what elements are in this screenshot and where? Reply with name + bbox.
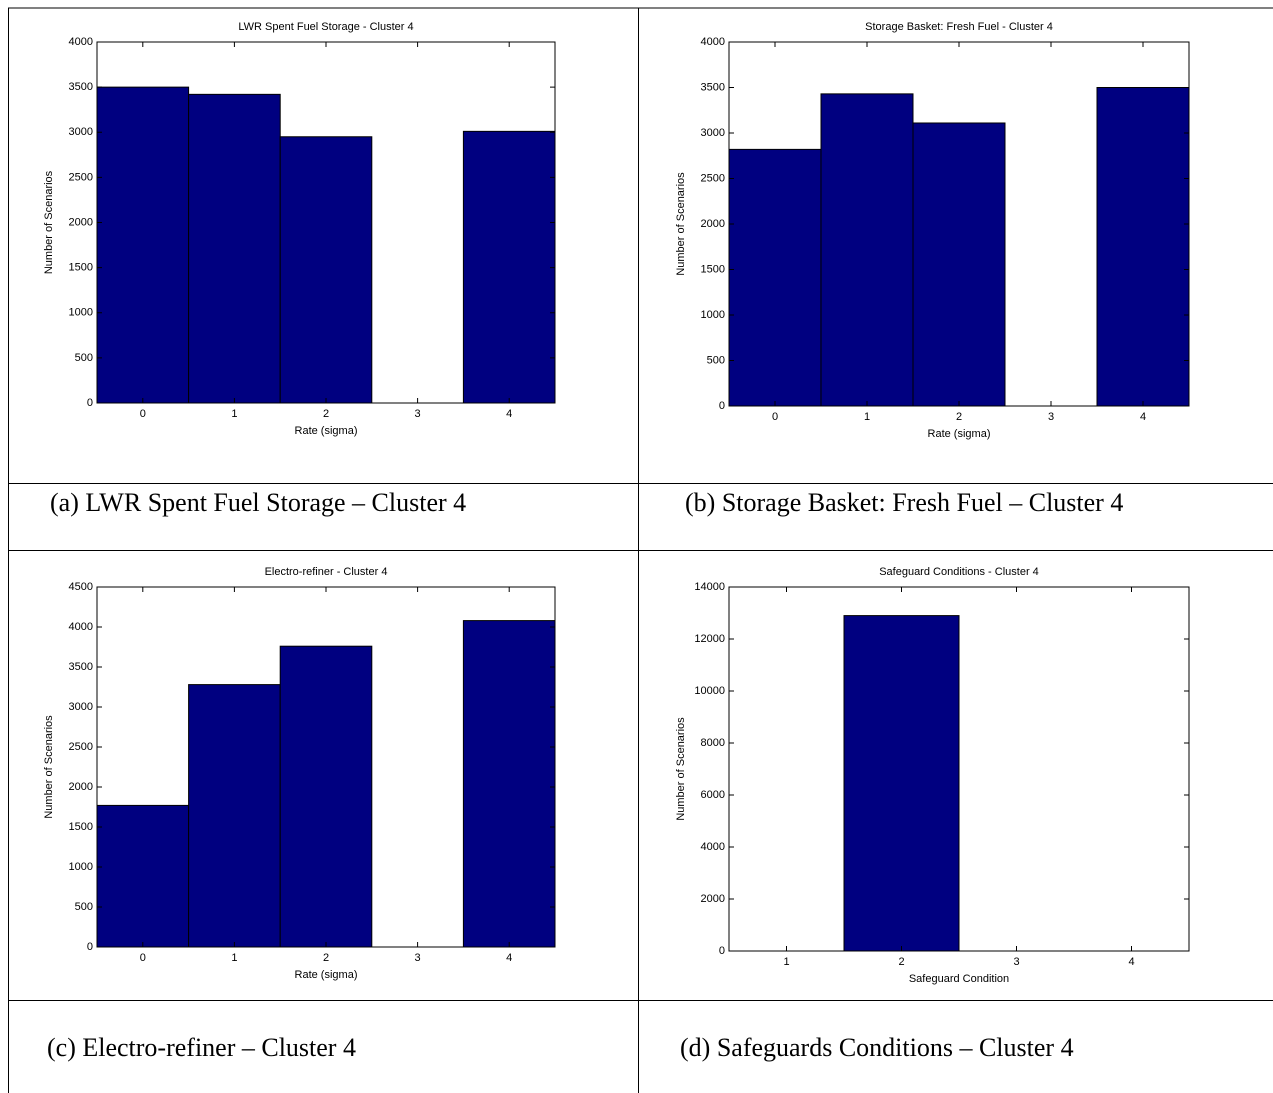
x-tick-label: 3	[1013, 956, 1019, 968]
y-tick-label: 1500	[69, 262, 93, 274]
y-tick-label: 3000	[69, 126, 93, 138]
y-tick-label: 14000	[694, 581, 725, 593]
bar	[843, 615, 960, 952]
y-tick-label: 1500	[701, 263, 725, 275]
y-tick-label: 2000	[69, 216, 93, 228]
bar	[96, 804, 190, 948]
y-tick-label: 4000	[701, 841, 725, 853]
bar	[462, 620, 556, 948]
y-tick-label: 0	[719, 400, 725, 412]
x-tick-label: 0	[772, 411, 778, 423]
y-tick-label: 10000	[694, 685, 725, 697]
x-tick-label: 0	[140, 952, 146, 964]
x-tick-label: 2	[323, 952, 329, 964]
bar	[188, 684, 281, 948]
bar	[728, 148, 822, 407]
chart-title: Storage Basket: Fresh Fuel - Cluster 4	[865, 21, 1053, 33]
axes-box	[96, 41, 556, 404]
axes-box	[728, 41, 1190, 407]
bar	[912, 122, 1006, 407]
y-tick-label: 2500	[69, 741, 93, 753]
x-axis-label: Rate (sigma)	[928, 428, 991, 440]
y-tick-label: 3500	[69, 81, 93, 93]
x-tick-label: 2	[898, 956, 904, 968]
bar	[462, 130, 556, 404]
y-tick-label: 3000	[701, 127, 725, 139]
caption: (a) LWR Spent Fuel Storage – Cluster 4	[50, 488, 466, 517]
chart-title: LWR Spent Fuel Storage - Cluster 4	[238, 21, 413, 33]
x-axis-label: Rate (sigma)	[295, 425, 358, 437]
x-tick-label: 1	[231, 952, 237, 964]
bar	[188, 93, 281, 404]
y-tick-label: 500	[75, 352, 93, 364]
x-tick-label: 1	[864, 411, 870, 423]
bar	[96, 86, 190, 404]
y-tick-label: 1000	[701, 309, 725, 321]
x-tick-label: 1	[231, 408, 237, 420]
x-tick-label: 3	[415, 952, 421, 964]
y-axis-label: Number of Scenarios	[675, 172, 687, 276]
y-tick-label: 1000	[69, 307, 93, 319]
x-tick-label: 2	[956, 411, 962, 423]
axes-box	[728, 586, 1190, 952]
caption: (c) Electro-refiner – Cluster 4	[47, 1033, 356, 1062]
chart-title: Electro-refiner - Cluster 4	[265, 566, 388, 578]
x-tick-label: 3	[1048, 411, 1054, 423]
y-axis-label: Number of Scenarios	[675, 717, 687, 821]
y-tick-label: 4000	[701, 36, 725, 48]
y-tick-label: 2500	[69, 171, 93, 183]
y-axis-label: Number of Scenarios	[43, 715, 55, 819]
y-tick-label: 2000	[701, 893, 725, 905]
bar	[279, 136, 373, 404]
y-tick-label: 3500	[69, 661, 93, 673]
x-axis-label: Safeguard Condition	[909, 973, 1009, 985]
y-tick-label: 3000	[69, 701, 93, 713]
bar	[279, 645, 373, 948]
y-tick-label: 0	[87, 397, 93, 409]
bar	[820, 93, 914, 407]
y-tick-label: 4500	[69, 581, 93, 593]
axes-box	[96, 586, 556, 948]
y-tick-label: 2000	[701, 218, 725, 230]
x-tick-label: 1	[783, 956, 789, 968]
y-tick-label: 6000	[701, 789, 725, 801]
y-tick-label: 500	[707, 354, 725, 366]
chart-title: Safeguard Conditions - Cluster 4	[879, 566, 1039, 578]
x-tick-label: 4	[1128, 956, 1134, 968]
y-tick-label: 4000	[69, 621, 93, 633]
y-tick-label: 1500	[69, 821, 93, 833]
x-tick-label: 3	[415, 408, 421, 420]
y-tick-label: 500	[75, 901, 93, 913]
x-tick-label: 4	[1140, 411, 1146, 423]
x-tick-label: 4	[506, 952, 512, 964]
y-tick-label: 0	[719, 945, 725, 957]
y-tick-label: 3500	[701, 81, 725, 93]
caption: (b) Storage Basket: Fresh Fuel – Cluster…	[685, 488, 1123, 517]
x-tick-label: 4	[506, 408, 512, 420]
y-tick-label: 8000	[701, 737, 725, 749]
x-tick-label: 2	[323, 408, 329, 420]
y-tick-label: 12000	[694, 633, 725, 645]
y-tick-label: 2500	[701, 172, 725, 184]
y-tick-label: 0	[87, 941, 93, 953]
y-tick-label: 2000	[69, 781, 93, 793]
caption: (d) Safeguards Conditions – Cluster 4	[680, 1033, 1074, 1062]
y-tick-label: 4000	[69, 36, 93, 48]
bar	[1096, 87, 1190, 407]
y-axis-label: Number of Scenarios	[43, 170, 55, 274]
y-tick-label: 1000	[69, 861, 93, 873]
x-tick-label: 0	[140, 408, 146, 420]
x-axis-label: Rate (sigma)	[295, 969, 358, 981]
